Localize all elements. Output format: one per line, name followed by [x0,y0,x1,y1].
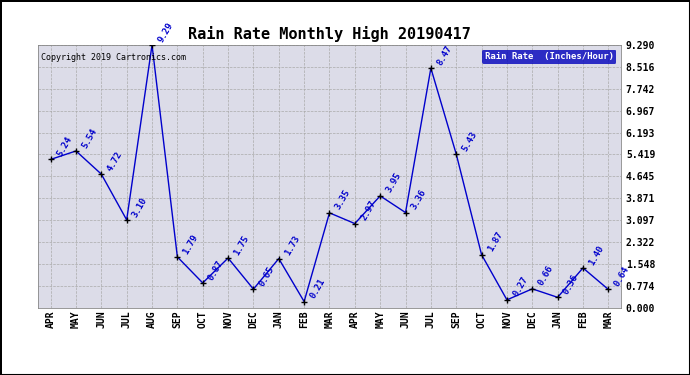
Text: 1.75: 1.75 [233,234,250,256]
Text: 5.54: 5.54 [80,126,99,150]
Text: 0.87: 0.87 [207,258,226,282]
Title: Rain Rate Monthly High 20190417: Rain Rate Monthly High 20190417 [188,27,471,42]
Text: 5.43: 5.43 [460,129,479,153]
Text: 0.66: 0.66 [536,264,555,288]
Text: 0.64: 0.64 [613,265,631,288]
Text: 5.24: 5.24 [55,135,73,158]
Text: 3.36: 3.36 [410,188,428,211]
Text: 0.27: 0.27 [511,275,530,298]
Text: 0.36: 0.36 [562,273,580,296]
Text: 0.65: 0.65 [257,265,276,288]
Text: 3.95: 3.95 [384,171,403,195]
Text: 3.35: 3.35 [334,188,352,211]
Text: 1.73: 1.73 [283,234,302,257]
Text: 0.21: 0.21 [308,277,327,300]
Legend: Rain Rate  (Inches/Hour): Rain Rate (Inches/Hour) [482,50,616,64]
Text: 4.72: 4.72 [106,150,124,173]
Text: 2.97: 2.97 [359,199,377,222]
Text: 9.29: 9.29 [156,21,175,44]
Text: 3.10: 3.10 [131,195,150,219]
Text: 8.47: 8.47 [435,44,453,67]
Text: 1.40: 1.40 [587,243,606,267]
Text: 1.87: 1.87 [486,230,504,253]
Text: Copyright 2019 Cartronics.com: Copyright 2019 Cartronics.com [41,53,186,62]
Text: 1.79: 1.79 [181,232,200,255]
